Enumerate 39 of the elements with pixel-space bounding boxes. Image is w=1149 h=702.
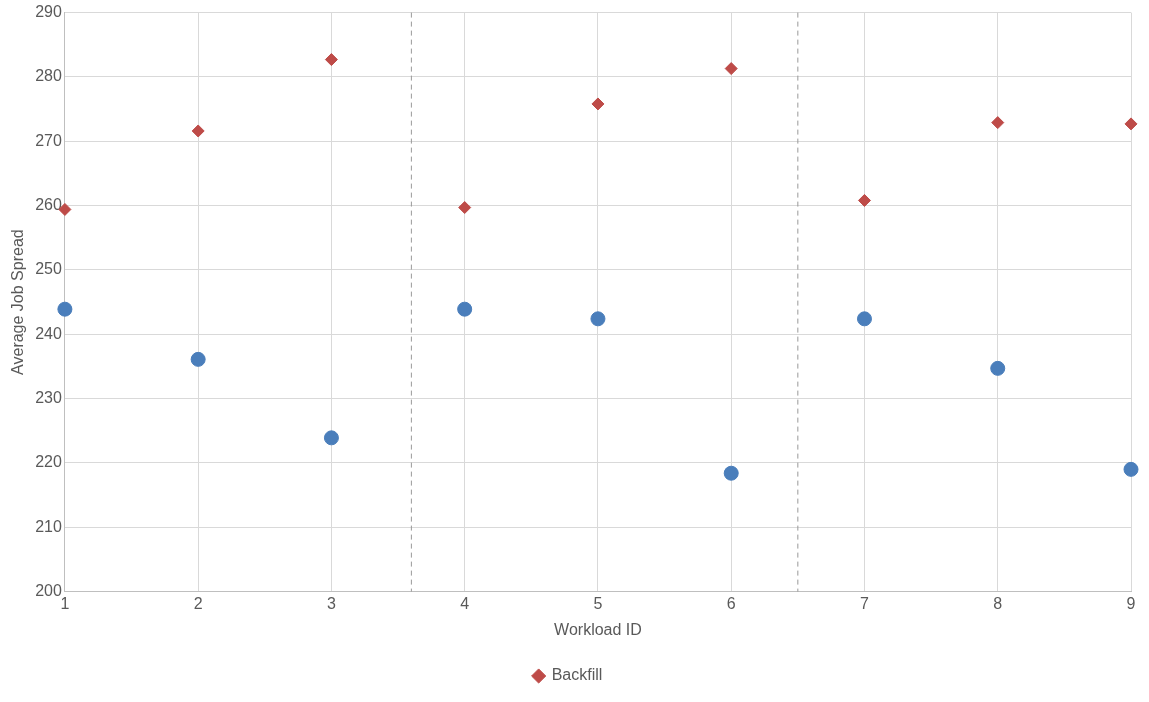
x-tick-label: 2 bbox=[193, 594, 203, 612]
y-tick-label: 250 bbox=[35, 260, 62, 278]
y-tick-label: 290 bbox=[35, 3, 62, 21]
point bbox=[991, 116, 1005, 130]
point bbox=[591, 97, 605, 111]
point bbox=[724, 62, 738, 76]
point bbox=[323, 430, 339, 446]
point bbox=[990, 360, 1006, 376]
y-tick-label: 270 bbox=[35, 131, 62, 149]
y-tick-label: 260 bbox=[35, 196, 62, 214]
point bbox=[190, 351, 206, 367]
y-tick-label: 210 bbox=[35, 517, 62, 535]
x-tick-label: 1 bbox=[60, 594, 70, 612]
point bbox=[57, 301, 73, 317]
point bbox=[723, 465, 739, 481]
point bbox=[1123, 461, 1139, 477]
point bbox=[590, 311, 606, 327]
legend-label: Backfill bbox=[551, 666, 603, 684]
y-tick-label: 230 bbox=[35, 389, 62, 407]
x-tick-label: 4 bbox=[460, 594, 470, 612]
x-tick-label: 7 bbox=[860, 594, 870, 612]
x-axis-title: Workload ID bbox=[554, 620, 642, 638]
x-tick-label: 3 bbox=[326, 594, 336, 612]
y-tick-label: 200 bbox=[35, 582, 62, 600]
point bbox=[1124, 117, 1138, 131]
point bbox=[457, 301, 473, 317]
x-tick-label: 6 bbox=[726, 594, 736, 612]
y-tick-label: 280 bbox=[35, 67, 62, 85]
y-tick-label: 240 bbox=[35, 324, 62, 342]
point bbox=[458, 201, 472, 215]
y-tick-label: 220 bbox=[35, 453, 62, 471]
y-axis-title: Average Job Spread bbox=[9, 229, 27, 375]
point bbox=[191, 124, 205, 138]
x-tick-label: 8 bbox=[993, 594, 1003, 612]
point bbox=[857, 193, 871, 207]
point bbox=[856, 311, 872, 327]
x-tick-label: 5 bbox=[593, 594, 603, 612]
point bbox=[324, 53, 338, 67]
x-tick-label: 9 bbox=[1126, 594, 1136, 612]
